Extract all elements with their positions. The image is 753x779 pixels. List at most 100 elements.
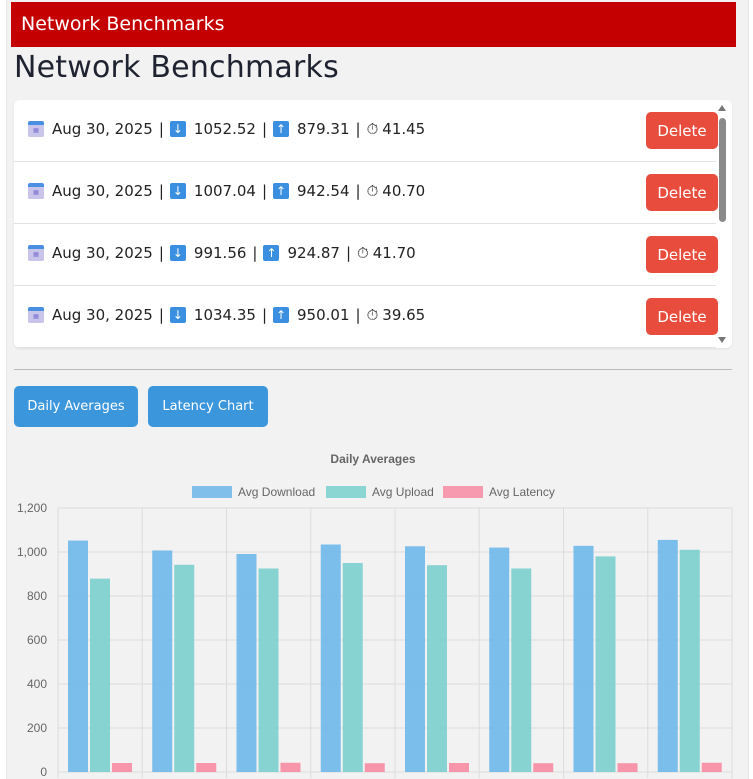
up-arrow-icon: ↑ [263,245,280,261]
down-arrow-icon: ↓ [169,121,186,137]
calendar-icon: ▦ [28,183,44,199]
chart-bar [90,578,110,772]
chart-bar [405,546,425,772]
separator: | [345,244,352,262]
separator: | [158,244,164,262]
legend-swatch [192,486,232,498]
benchmark-upload: 950.01 [297,306,350,324]
chart-bar [533,763,554,772]
chart-bar [679,549,700,772]
scroll-up-arrow-icon[interactable] [718,105,726,111]
chart-bar [258,568,279,772]
y-tick-label: 1,000 [17,545,47,559]
benchmark-latency: 40.70 [382,182,426,200]
page-title: Network Benchmarks [14,50,339,85]
separator: | [252,244,258,262]
benchmark-date: Aug 30, 2025 [52,182,153,200]
separator: | [158,120,164,138]
y-tick-label: 1,200 [17,501,47,515]
calendar-icon: ▦ [28,307,44,323]
stopwatch-icon: ⏱ [366,182,379,200]
chart-bar [427,565,447,772]
chart-bar [68,540,88,772]
benchmark-latency: 41.45 [382,120,426,138]
divider [14,369,732,370]
stopwatch-icon: ⏱ [366,306,379,324]
chart-bar [236,553,257,772]
calendar-icon: ▦ [28,245,44,261]
daily-averages-chart: Daily Averages Avg Download Avg Upload Avg … [17,452,733,779]
benchmark-row: ▦ Aug 30, 2025 | ↓ 1007.04 | ↑ 942.54 | … [14,162,718,224]
separator: | [158,182,164,200]
benchmark-summary: ▦ Aug 30, 2025 | ↓ 991.56 | ↑ 924.87 | ⏱… [28,244,416,262]
latency-chart-button[interactable]: Latency Chart [148,386,268,427]
benchmark-list[interactable]: ▦ Aug 30, 2025 | ↓ 1052.52 | ↑ 879.31 | … [14,100,732,348]
chart-bar [196,762,217,772]
separator: | [355,182,361,200]
benchmark-upload: 942.54 [297,182,350,200]
benchmark-download: 1052.52 [193,120,256,138]
benchmark-row: ▦ Aug 30, 2025 | ↓ 991.56 | ↑ 924.87 | ⏱… [14,224,718,286]
legend-label: Avg Upload [372,485,434,499]
down-arrow-icon: ↓ [169,183,186,199]
benchmark-date: Aug 30, 2025 [52,306,153,324]
legend-label: Avg Download [238,485,315,499]
stopwatch-icon: ⏱ [357,244,369,262]
separator: | [261,182,268,200]
down-arrow-icon: ↓ [169,245,186,261]
scrollbar-thumb[interactable] [719,118,726,222]
chart-bar [280,762,301,772]
benchmark-download: 1007.04 [193,182,256,200]
chart-bar [489,547,510,772]
down-arrow-icon: ↓ [169,307,186,323]
up-arrow-icon: ↑ [273,121,290,137]
separator: | [355,306,361,324]
separator: | [355,120,361,138]
benchmark-download: 991.56 [193,244,247,262]
legend-swatch [326,486,366,498]
list-scrollbar[interactable] [715,100,729,348]
legend-swatch [443,486,483,498]
y-tick-label: 200 [27,721,47,735]
benchmark-latency: 41.70 [372,244,416,262]
delete-button[interactable]: Delete [646,174,718,211]
separator: | [261,306,268,324]
chart-bar [364,763,385,772]
benchmark-summary: ▦ Aug 30, 2025 | ↓ 1034.35 | ↑ 950.01 | … [28,306,425,324]
daily-averages-button[interactable]: Daily Averages [14,386,138,427]
chart-bar [320,544,341,772]
benchmark-latency: 39.65 [382,306,426,324]
chart-bar [112,762,132,772]
benchmark-row: ▦ Aug 30, 2025 | ↓ 1034.35 | ↑ 950.01 | … [14,286,718,348]
chart-bar [342,563,363,772]
scroll-down-arrow-icon[interactable] [718,337,726,343]
benchmark-download: 1034.35 [193,306,256,324]
titlebar: Network Benchmarks [11,2,736,47]
chart-bar [657,539,678,772]
y-tick-label: 0 [40,765,47,779]
chart-bar [511,568,532,772]
chart-bar [617,763,638,772]
stopwatch-icon: ⏱ [366,120,379,138]
y-tick-label: 800 [27,589,47,603]
up-arrow-icon: ↑ [273,183,290,199]
benchmark-summary: ▦ Aug 30, 2025 | ↓ 1007.04 | ↑ 942.54 | … [28,182,425,200]
delete-button[interactable]: Delete [646,236,718,273]
delete-button[interactable]: Delete [646,112,718,149]
chart-bar [595,556,616,772]
separator: | [261,120,268,138]
benchmark-summary: ▦ Aug 30, 2025 | ↓ 1052.52 | ↑ 879.31 | … [28,120,425,138]
y-tick-label: 400 [27,677,47,691]
chart-title: Daily Averages [330,452,415,466]
benchmark-row: ▦ Aug 30, 2025 | ↓ 1052.52 | ↑ 879.31 | … [14,100,718,162]
delete-button[interactable]: Delete [646,298,718,335]
chart-bar [174,564,195,772]
up-arrow-icon: ↑ [273,307,290,323]
benchmark-upload: 879.31 [297,120,350,138]
y-tick-label: 600 [27,633,47,647]
chart-bar [449,762,469,772]
benchmark-date: Aug 30, 2025 [52,244,153,262]
calendar-icon: ▦ [28,121,44,137]
benchmark-date: Aug 30, 2025 [52,120,153,138]
chart-bar [701,762,722,772]
